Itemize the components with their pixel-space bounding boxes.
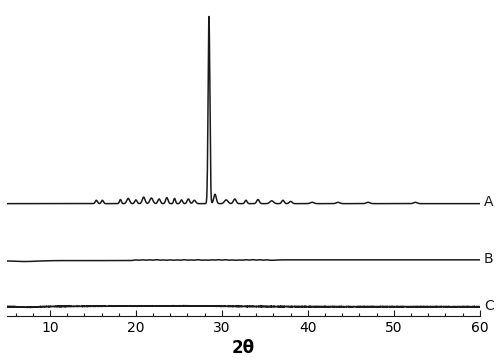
Text: B: B [484, 252, 494, 266]
Text: A: A [484, 195, 494, 209]
X-axis label: 2θ: 2θ [232, 339, 255, 357]
Text: C: C [484, 299, 494, 313]
